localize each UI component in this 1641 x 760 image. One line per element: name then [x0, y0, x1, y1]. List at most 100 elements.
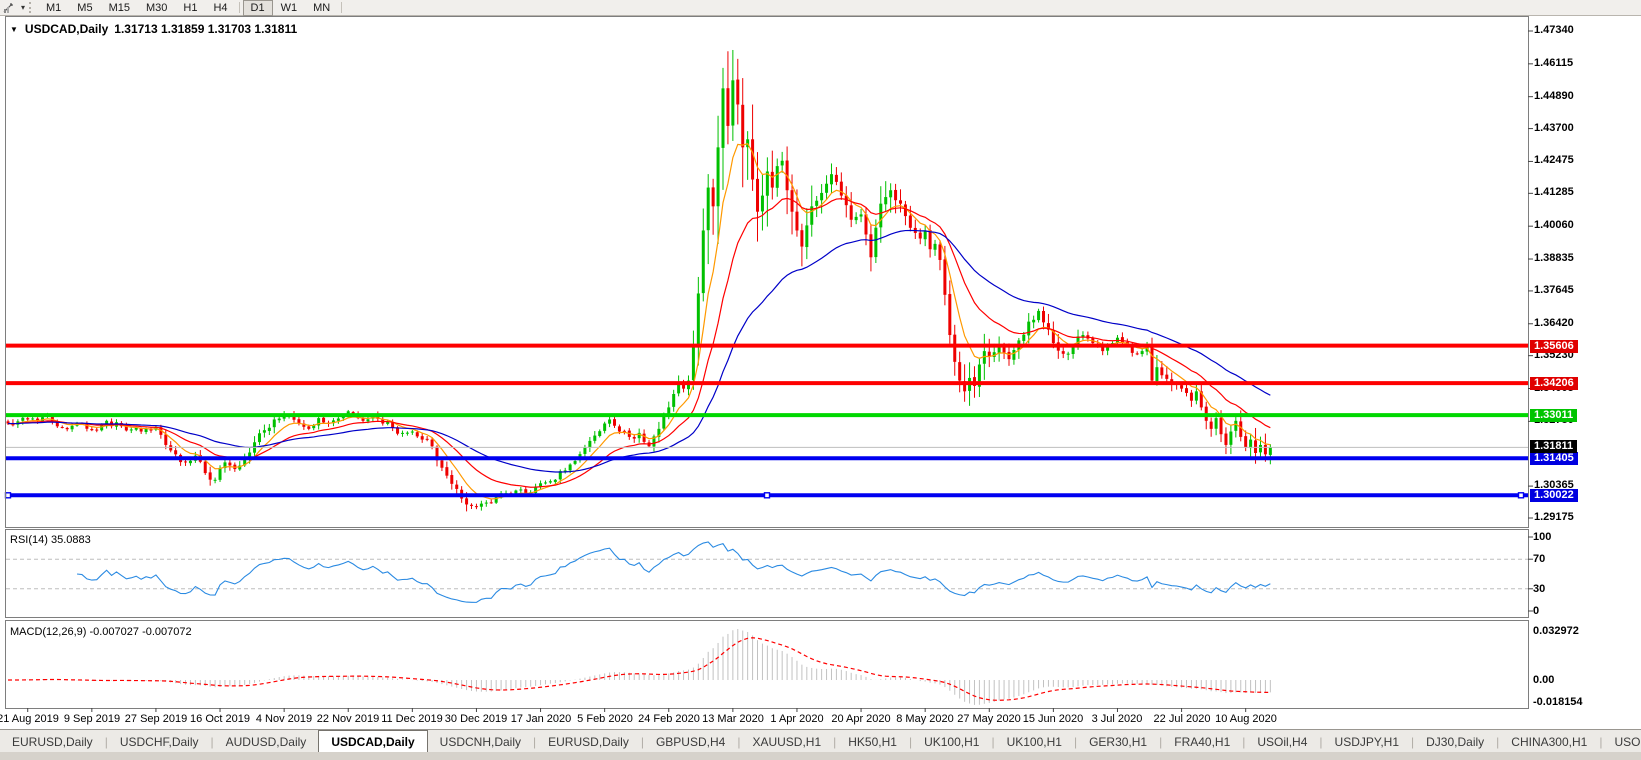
date-axis-label: 9 Sep 2019 — [63, 713, 121, 725]
tab-separator: | — [210, 734, 214, 749]
price-axis-label: 1.44890 — [1534, 90, 1574, 102]
rsi-axis-label: 70 — [1533, 553, 1546, 565]
chart-tab-usdcnh-daily[interactable]: USDCNH,Daily — [439, 734, 522, 749]
chart-tab-usdchf-daily[interactable]: USDCHF,Daily — [119, 734, 199, 749]
tab-separator: | — [1319, 734, 1323, 749]
price-axis-label: 1.30365 — [1534, 479, 1574, 491]
price-axis-label: 1.46115 — [1534, 57, 1574, 69]
tab-separator: | — [104, 734, 108, 749]
tab-separator: | — [1073, 734, 1078, 749]
macd-histogram — [12, 629, 1271, 705]
timeframe-button-mn[interactable]: MN — [313, 1, 331, 14]
date-axis-label: 17 Jan 2020 — [510, 713, 572, 725]
date-axis-label: 16 Oct 2019 — [190, 713, 250, 725]
date-axis-label: 15 Jun 2020 — [1022, 713, 1084, 725]
chart-tab-uk100-h1[interactable]: UK100,H1 — [924, 734, 980, 749]
timeframe-button-d1[interactable]: D1 — [242, 0, 273, 16]
timeframe-button-h4[interactable]: H4 — [213, 1, 228, 14]
price-axis-label: 1.47340 — [1534, 24, 1574, 36]
rsi-axis-label: 100 — [1533, 531, 1552, 543]
chart-tab-eurusd-daily[interactable]: EURUSD,Daily — [548, 734, 629, 749]
date-axis-label: 30 Dec 2019 — [444, 713, 508, 725]
price-line-badge: 1.31405 — [1530, 452, 1578, 465]
timeframe-button-w1[interactable]: W1 — [280, 1, 298, 14]
timeframe-button-m30[interactable]: M30 — [145, 1, 168, 14]
chart-tab-usdjpy-h1[interactable]: USDJPY,H1 — [1334, 734, 1400, 749]
date-axis-label: 10 Aug 2020 — [1215, 713, 1277, 725]
line-handle[interactable] — [1517, 492, 1525, 499]
chart-tab-fra40-h1[interactable]: FRA40,H1 — [1174, 734, 1231, 749]
axis-tick-marks — [27, 30, 1533, 712]
chart-tab-usdcad-daily[interactable]: USDCAD,Daily — [318, 730, 428, 753]
rsi-axis-label: 30 — [1533, 583, 1546, 595]
toolbar-separator — [341, 2, 343, 13]
date-axis-label: 27 Sep 2019 — [124, 713, 188, 725]
tab-separator: | — [1242, 734, 1246, 749]
chart-tab-uk100-h1[interactable]: UK100,H1 — [1006, 734, 1062, 749]
chevron-down-icon[interactable]: ▾ — [21, 3, 26, 12]
price-axis-label: 1.36420 — [1534, 317, 1574, 329]
date-axis-label: 24 Feb 2020 — [638, 713, 700, 725]
macd-signal-line — [7, 637, 1271, 701]
price-line-badge: 1.30022 — [1530, 489, 1578, 502]
line-handle[interactable] — [763, 492, 771, 499]
date-axis-label: 27 May 2020 — [957, 713, 1021, 725]
macd-axis-label: 0.00 — [1533, 674, 1555, 686]
price-axis-label: 1.43700 — [1534, 122, 1574, 134]
chart-tab-dj30-daily[interactable]: DJ30,Daily — [1426, 734, 1485, 749]
tab-separator: | — [737, 734, 741, 749]
chart-tab-hk50-h1[interactable]: HK50,H1 — [848, 734, 897, 749]
chart-tab-usoil-h1[interactable]: USOil,H1 — [1614, 734, 1641, 749]
date-axis-label: 13 Mar 2020 — [702, 713, 764, 725]
chart-tab-usoil-h4[interactable]: USOil,H4 — [1257, 734, 1308, 749]
tab-separator: | — [833, 734, 837, 749]
price-axis-label: 1.38835 — [1534, 252, 1574, 264]
symbol-name: USDCAD,Daily — [24, 22, 109, 36]
date-axis-label: 5 Feb 2020 — [577, 713, 633, 725]
price-axis-label: 1.40060 — [1534, 219, 1574, 231]
date-axis-label: 22 Nov 2019 — [316, 713, 380, 725]
ma-line-slow — [7, 229, 1271, 473]
timeframe-toolbar: ▾ M1 M5 M15 M30 H1 H4 D1 W1 MN — [0, 0, 1641, 16]
window-bottom-edge — [0, 752, 1641, 760]
tab-separator: | — [908, 734, 913, 749]
tab-separator: | — [1599, 734, 1603, 749]
tab-separator: | — [991, 734, 995, 749]
timeframe-button-h1[interactable]: H1 — [183, 1, 198, 14]
timeframe-button-m1[interactable]: M1 — [46, 1, 62, 14]
chart-tab-audusd-daily[interactable]: AUDUSD,Daily — [225, 734, 307, 749]
tab-separator: | — [1411, 734, 1415, 749]
chart-symbol-title: ▼ USDCAD,Daily 1.31713 1.31859 1.31703 1… — [10, 22, 297, 36]
chart-tab-xauusd-h1[interactable]: XAUUSD,H1 — [752, 734, 822, 749]
rsi-axis-label: 0 — [1533, 605, 1540, 617]
price-line-badge: 1.34206 — [1530, 377, 1578, 390]
macd-indicator-label: MACD(12,26,9) -0.007027 -0.007072 — [10, 626, 192, 638]
tab-separator: | — [640, 734, 644, 749]
timeframe-button-m15[interactable]: M15 — [108, 1, 130, 14]
price-axis-label: 1.41285 — [1534, 186, 1574, 198]
chart-tab-eurusd-daily[interactable]: EURUSD,Daily — [12, 734, 93, 749]
price-axis-label: 1.37645 — [1534, 284, 1574, 296]
ohlc-readout: 1.31713 1.31859 1.31703 1.31811 — [114, 22, 298, 36]
date-axis-label: 1 Apr 2020 — [770, 713, 824, 725]
date-axis-label: 8 May 2020 — [896, 713, 954, 725]
chart-tab-bar: EURUSD,Daily | USDCHF,Daily | AUDUSD,Daily US… — [0, 729, 1641, 753]
line-handle[interactable] — [4, 492, 12, 499]
date-axis-label: 3 Jul 2020 — [1091, 713, 1143, 725]
chart-tab-china300-h1[interactable]: CHINA300,H1 — [1511, 734, 1588, 749]
symbol-dropdown-icon[interactable]: ▼ — [10, 24, 18, 34]
price-line-badge: 1.33011 — [1530, 409, 1578, 422]
ma-line-medium — [7, 197, 1271, 488]
candlesticks — [6, 49, 1272, 512]
rsi-indicator-label: RSI(14) 35.0883 — [10, 534, 91, 546]
timeframe-button-m5[interactable]: M5 — [77, 1, 93, 14]
toolbar-grip — [29, 2, 34, 13]
date-axis-label: 20 Apr 2020 — [831, 713, 891, 725]
chart-tab-ger30-h1[interactable]: GER30,H1 — [1089, 734, 1148, 749]
chart-tab-gbpusd-h4[interactable]: GBPUSD,H4 — [655, 734, 726, 749]
date-axis-label: 22 Jul 2020 — [1153, 713, 1211, 725]
ma-line-fast — [7, 142, 1271, 500]
chart-area[interactable]: ▼ USDCAD,Daily 1.31713 1.31859 1.31703 1… — [0, 15, 1641, 760]
chart-tool-icon[interactable] — [0, 2, 19, 14]
